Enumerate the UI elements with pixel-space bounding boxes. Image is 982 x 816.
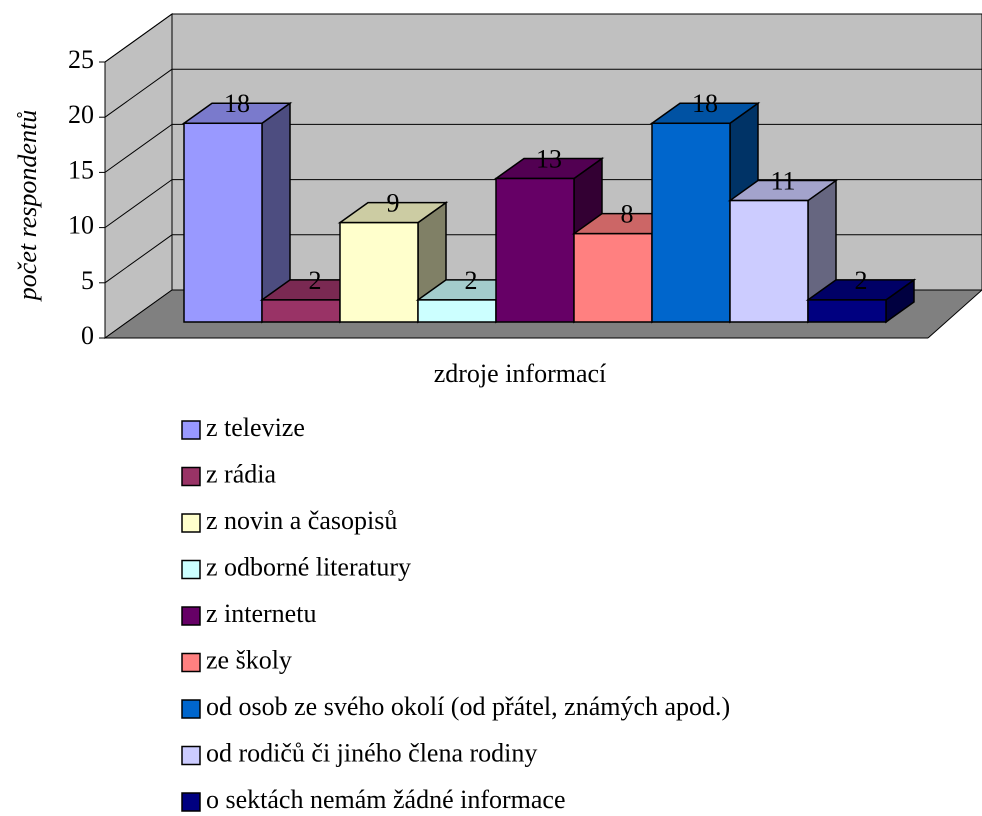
legend-swatch — [181, 466, 201, 487]
legend-label: ze školy — [206, 645, 292, 674]
value-label: 2 — [855, 266, 868, 295]
grid-line-side — [104, 13, 173, 63]
value-label: 18 — [692, 89, 718, 118]
legend-label: z internetu — [206, 599, 316, 628]
value-label: 2 — [309, 266, 322, 295]
floor-edge — [927, 289, 982, 339]
y-tick-label: 5 — [81, 266, 94, 295]
bar — [183, 122, 263, 323]
bar — [339, 221, 419, 323]
value-label: 13 — [536, 144, 562, 173]
legend-swatch — [181, 745, 201, 766]
x-axis-title: zdroje informací — [434, 359, 607, 388]
value-label: 18 — [224, 89, 250, 118]
legend-label: od rodičů či jiného člena rodiny — [206, 738, 537, 767]
grid-line-side — [104, 289, 173, 339]
y-tick-label: 25 — [68, 45, 94, 74]
grid-line-side — [104, 68, 173, 118]
legend-label: z televize — [206, 413, 305, 442]
legend-swatch — [181, 699, 201, 719]
y-tick-label: 15 — [68, 155, 94, 184]
y-tick-label: 0 — [81, 321, 94, 350]
legend-label: z odborné literatury — [206, 552, 411, 581]
value-label: 8 — [621, 200, 634, 229]
legend-swatch — [181, 652, 201, 673]
value-label: 9 — [387, 189, 400, 218]
bar — [261, 299, 341, 323]
legend-label: o sektách nemám žádné informace — [206, 785, 566, 814]
legend-label: z novin a časopisů — [206, 506, 397, 535]
y-tick-label: 10 — [68, 211, 94, 240]
legend-swatch — [181, 606, 201, 626]
legend-swatch — [181, 420, 201, 440]
y-tick-label: 20 — [68, 100, 94, 129]
bar — [729, 199, 809, 323]
bar — [495, 177, 575, 323]
grid-line-side — [104, 123, 173, 173]
bar — [573, 232, 653, 323]
legend-swatch — [181, 513, 201, 533]
grid-line-side — [104, 179, 173, 229]
legend-label: z rádia — [206, 459, 276, 488]
bar — [807, 299, 887, 323]
value-label: 2 — [465, 266, 478, 295]
y-axis-title: počet respondentů — [13, 110, 42, 302]
grid-line-side — [104, 234, 173, 284]
bar — [651, 122, 731, 323]
legend-swatch — [181, 559, 201, 580]
bar — [417, 299, 497, 323]
legend-label: od osob ze svého okolí (od přátel, známý… — [206, 692, 730, 721]
value-label: 11 — [770, 167, 795, 196]
left-wall — [104, 13, 173, 339]
legend-swatch — [181, 792, 201, 812]
